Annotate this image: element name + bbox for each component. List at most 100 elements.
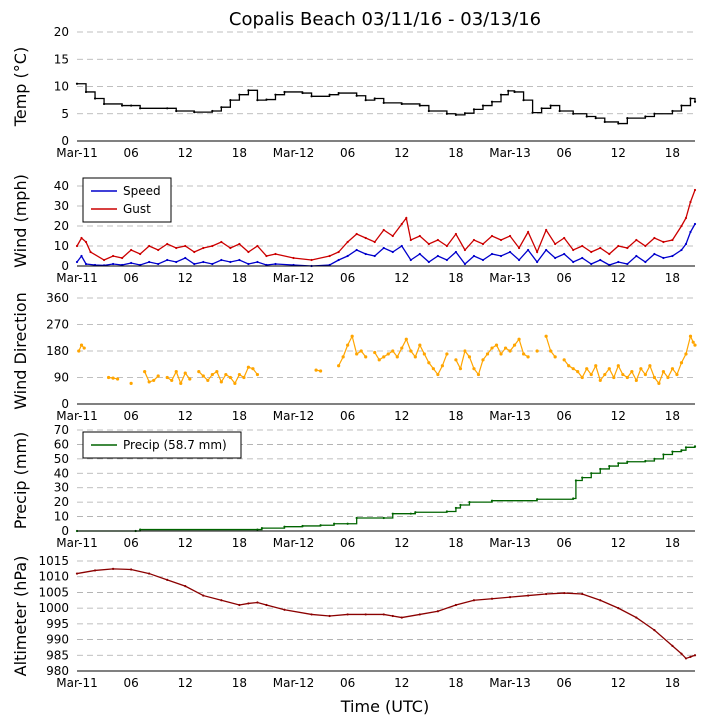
- series-segment-dir: [581, 368, 588, 378]
- x-tick-label-dir: 06: [340, 409, 355, 423]
- data-point-wind: [400, 222, 403, 226]
- data-point-wind: [84, 262, 88, 266]
- data-point-temp: [522, 99, 525, 102]
- data-point-precip: [680, 449, 683, 452]
- data-point-wind: [220, 258, 223, 262]
- data-point-wind: [653, 252, 656, 256]
- data-point-wind: [671, 254, 674, 258]
- data-point-wind: [400, 244, 403, 248]
- data-point-temp: [445, 112, 448, 115]
- data-point-temp: [121, 104, 124, 107]
- series-segment-dir: [468, 356, 475, 369]
- data-point-alt: [635, 616, 638, 619]
- x-tick-label-wind: 12: [394, 271, 409, 285]
- data-point-temp: [507, 89, 510, 92]
- data-point-wind: [409, 258, 412, 262]
- data-point-temp: [558, 109, 561, 113]
- data-point-wind: [211, 262, 214, 266]
- data-point-temp: [211, 109, 214, 113]
- x-tick-label-precip: Mar-13: [489, 536, 530, 550]
- data-point-alt: [382, 613, 385, 616]
- series-segment-dir: [505, 347, 511, 352]
- series-segment-dir: [635, 368, 642, 381]
- data-point-wind: [80, 254, 83, 258]
- series-segment-dir: [207, 374, 213, 381]
- data-point-precip: [684, 446, 688, 449]
- x-tick-label-temp: 06: [123, 146, 138, 160]
- x-tick-label-alt: 12: [178, 676, 193, 690]
- x-tick-label-dir: 18: [232, 409, 247, 423]
- data-point-alt: [418, 613, 421, 616]
- series-segment-dir: [360, 350, 367, 358]
- series-segment-dir: [692, 341, 696, 346]
- y-tick-label-temp: 5: [61, 107, 69, 121]
- data-point-alt: [166, 578, 169, 581]
- data-point-precip: [333, 522, 336, 525]
- data-point-wind: [157, 262, 160, 266]
- series-segment-dir: [518, 339, 525, 355]
- y-axis-label-alt: Altimeter (hPa): [11, 556, 30, 677]
- data-point-alt: [283, 608, 286, 611]
- x-tick-label-precip: 18: [232, 536, 247, 550]
- data-point-alt: [310, 613, 313, 616]
- data-point-wind: [617, 244, 620, 248]
- data-point-alt: [490, 597, 494, 600]
- data-point-wind: [382, 246, 385, 250]
- data-point-wind: [274, 252, 277, 256]
- data-point-temp: [175, 109, 178, 113]
- series-segment-dir: [437, 365, 443, 375]
- series-segment-dir: [608, 368, 615, 378]
- x-tick-label-dir: 18: [665, 409, 680, 423]
- data-point-wind: [238, 258, 241, 262]
- series-segment-dir: [604, 368, 610, 375]
- data-point-wind: [148, 260, 151, 264]
- data-point-precip: [454, 506, 458, 510]
- data-point-temp: [617, 122, 620, 125]
- data-point-wind: [662, 240, 665, 244]
- data-point-wind: [590, 250, 593, 254]
- series-segment-dir: [148, 379, 154, 383]
- series-segment-dir: [198, 371, 204, 377]
- data-point-precip: [626, 460, 629, 463]
- data-point-temp: [626, 117, 629, 120]
- series-segment-dir: [239, 374, 245, 379]
- series-segment-dir: [175, 371, 182, 384]
- series-segment-dir: [613, 365, 619, 378]
- series-segment-dir: [401, 338, 407, 349]
- data-point-temp: [418, 104, 421, 107]
- data-point-temp: [328, 93, 331, 96]
- data-point-wind: [89, 250, 92, 254]
- y-tick-label-precip: 50: [54, 452, 69, 466]
- x-tick-label-wind: 12: [178, 271, 193, 285]
- series-segment-dir: [671, 368, 678, 375]
- data-point-wind: [355, 248, 358, 252]
- data-point-wind: [436, 254, 439, 258]
- series-segment-dir: [572, 368, 579, 373]
- data-point-precip: [139, 528, 142, 531]
- x-tick-label-alt: Mar-12: [273, 676, 314, 690]
- data-point-wind: [445, 258, 448, 262]
- series-segment-dir: [482, 353, 488, 361]
- data-point-temp: [193, 111, 196, 114]
- series-segment-dir: [78, 344, 83, 352]
- data-point-temp: [139, 107, 142, 110]
- series-segment-dir: [234, 374, 240, 384]
- data-point-alt: [508, 596, 512, 599]
- data-point-wind: [75, 260, 79, 264]
- series-segment-dir: [617, 365, 624, 375]
- data-point-temp: [75, 82, 79, 85]
- series-segment-dir: [108, 376, 114, 379]
- data-point-wind: [202, 260, 205, 264]
- x-tick-label-wind: Mar-11: [56, 271, 97, 285]
- x-tick-label-temp: 18: [665, 146, 680, 160]
- y-tick-label-wind: 30: [54, 199, 69, 213]
- data-point-wind: [635, 238, 638, 242]
- data-point-wind: [193, 262, 196, 266]
- series-segment-dir: [81, 344, 85, 349]
- y-tick-label-dir: 360: [46, 291, 69, 305]
- data-point-temp: [274, 93, 277, 96]
- data-point-temp: [310, 95, 313, 98]
- series-segment-dir: [392, 350, 398, 358]
- data-point-alt: [184, 585, 187, 588]
